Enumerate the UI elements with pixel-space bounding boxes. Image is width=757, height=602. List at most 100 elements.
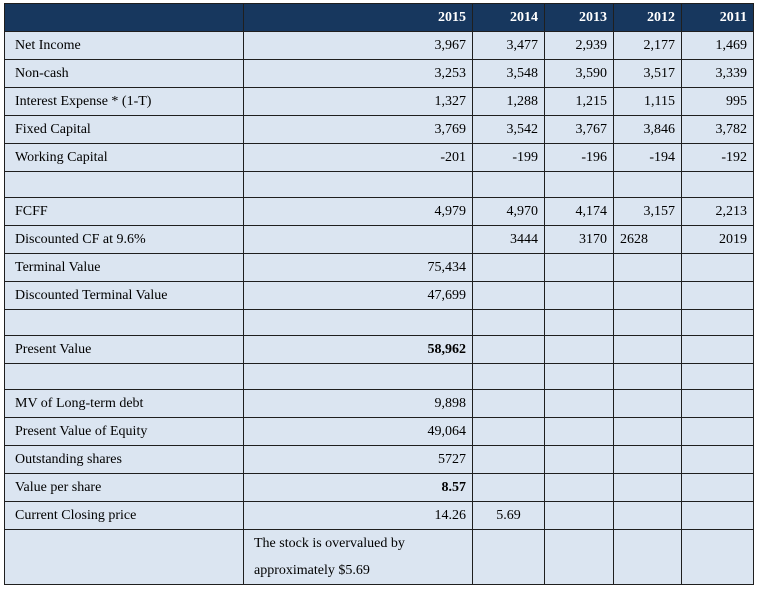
empty-cell xyxy=(613,309,682,336)
conclusion-note: The stock is overvalued by approximately… xyxy=(243,529,473,585)
cell-2015: 49,064 xyxy=(243,417,473,446)
row-discounted-cf: Discounted CF at 9.6% 3444 3170 2628 201… xyxy=(4,225,754,254)
empty-cell xyxy=(681,417,754,446)
cell-2014: 4,970 xyxy=(472,197,545,226)
empty-cell xyxy=(472,309,545,336)
empty-cell xyxy=(544,171,614,198)
cell-2015: 75,434 xyxy=(243,253,473,282)
cell-2015: 9,898 xyxy=(243,389,473,418)
row-label: Value per share xyxy=(4,473,244,502)
empty-cell xyxy=(472,417,545,446)
cell-2013: 3,767 xyxy=(544,115,614,144)
empty-cell xyxy=(681,335,754,364)
row-fixed-capital: Fixed Capital 3,769 3,542 3,767 3,846 3,… xyxy=(4,115,754,144)
cell-2014: -199 xyxy=(472,143,545,172)
empty-cell xyxy=(4,363,244,390)
cell-2014: 5.69 xyxy=(472,501,545,530)
row-label: Working Capital xyxy=(4,143,244,172)
empty-cell xyxy=(613,335,682,364)
row-present-value: Present Value 58,962 xyxy=(4,335,754,364)
row-label: Discounted Terminal Value xyxy=(4,281,244,310)
empty-cell xyxy=(544,309,614,336)
cell-2014: 3,548 xyxy=(472,59,545,88)
row-mv-long-term-debt: MV of Long-term debt 9,898 xyxy=(4,389,754,418)
row-value-per-share: Value per share 8.57 xyxy=(4,473,754,502)
cell-2012: 3,517 xyxy=(613,59,682,88)
header-cell-2014: 2014 xyxy=(472,3,545,32)
empty-cell xyxy=(681,281,754,310)
row-label: Discounted CF at 9.6% xyxy=(4,225,244,254)
empty-cell xyxy=(4,171,244,198)
note-line-1: The stock is overvalued by xyxy=(254,536,405,551)
header-cell-2012: 2012 xyxy=(613,3,682,32)
cell-2014: 3,542 xyxy=(472,115,545,144)
empty-cell xyxy=(544,253,614,282)
empty-cell xyxy=(243,363,473,390)
empty-cell xyxy=(544,363,614,390)
row-working-capital: Working Capital -201 -199 -196 -194 -192 xyxy=(4,143,754,172)
row-conclusion: The stock is overvalued by approximately… xyxy=(4,529,754,585)
row-label: Current Closing price xyxy=(4,501,244,530)
empty-cell xyxy=(613,281,682,310)
empty-cell xyxy=(544,389,614,418)
row-label: Fixed Capital xyxy=(4,115,244,144)
empty-cell xyxy=(243,309,473,336)
row-label: Outstanding shares xyxy=(4,445,244,474)
cell-2013: 2,939 xyxy=(544,31,614,60)
empty-cell xyxy=(544,335,614,364)
empty-cell xyxy=(472,253,545,282)
empty-cell xyxy=(613,253,682,282)
cell-2012: 3,157 xyxy=(613,197,682,226)
empty-cell xyxy=(613,473,682,502)
empty-cell xyxy=(681,309,754,336)
empty-cell xyxy=(472,473,545,502)
cell-2015: 5727 xyxy=(243,445,473,474)
row-spacer xyxy=(4,309,754,336)
empty-cell xyxy=(613,389,682,418)
empty-cell xyxy=(472,281,545,310)
empty-cell xyxy=(681,253,754,282)
cell-2015 xyxy=(243,225,473,254)
cell-2011: 2019 xyxy=(681,225,754,254)
row-label: Net Income xyxy=(4,31,244,60)
row-interest-expense: Interest Expense * (1-T) 1,327 1,288 1,2… xyxy=(4,87,754,116)
cell-2015: -201 xyxy=(243,143,473,172)
header-row: 2015 2014 2013 2012 2011 xyxy=(4,3,754,32)
cell-2015: 3,769 xyxy=(243,115,473,144)
cell-2013: 4,174 xyxy=(544,197,614,226)
empty-cell xyxy=(613,363,682,390)
empty-cell xyxy=(613,501,682,530)
cell-2013: 1,215 xyxy=(544,87,614,116)
cell-2012: 2628 xyxy=(613,225,682,254)
cell-2015: 3,253 xyxy=(243,59,473,88)
cell-2012: 1,115 xyxy=(613,87,682,116)
cell-2012: 2,177 xyxy=(613,31,682,60)
row-spacer xyxy=(4,171,754,198)
empty-cell xyxy=(544,417,614,446)
cell-2012: -194 xyxy=(613,143,682,172)
row-non-cash: Non-cash 3,253 3,548 3,590 3,517 3,339 xyxy=(4,59,754,88)
note-line-2: approximately $5.69 xyxy=(254,563,370,578)
cell-2015: 14.26 xyxy=(243,501,473,530)
row-terminal-value: Terminal Value 75,434 xyxy=(4,253,754,282)
empty-cell xyxy=(4,529,244,585)
header-cell-2013: 2013 xyxy=(544,3,614,32)
cell-2015: 47,699 xyxy=(243,281,473,310)
row-label: Interest Expense * (1-T) xyxy=(4,87,244,116)
empty-cell xyxy=(681,363,754,390)
row-spacer xyxy=(4,363,754,390)
empty-cell xyxy=(4,309,244,336)
row-label: FCFF xyxy=(4,197,244,226)
cell-2013: 3170 xyxy=(544,225,614,254)
empty-cell xyxy=(472,529,545,585)
empty-cell xyxy=(681,171,754,198)
empty-cell xyxy=(243,171,473,198)
cell-2011: 3,339 xyxy=(681,59,754,88)
cell-2011: 2,213 xyxy=(681,197,754,226)
empty-cell xyxy=(544,473,614,502)
row-label: Terminal Value xyxy=(4,253,244,282)
empty-cell xyxy=(681,529,754,585)
row-discounted-terminal-value: Discounted Terminal Value 47,699 xyxy=(4,281,754,310)
header-cell-label xyxy=(4,3,244,32)
cell-2011: 1,469 xyxy=(681,31,754,60)
